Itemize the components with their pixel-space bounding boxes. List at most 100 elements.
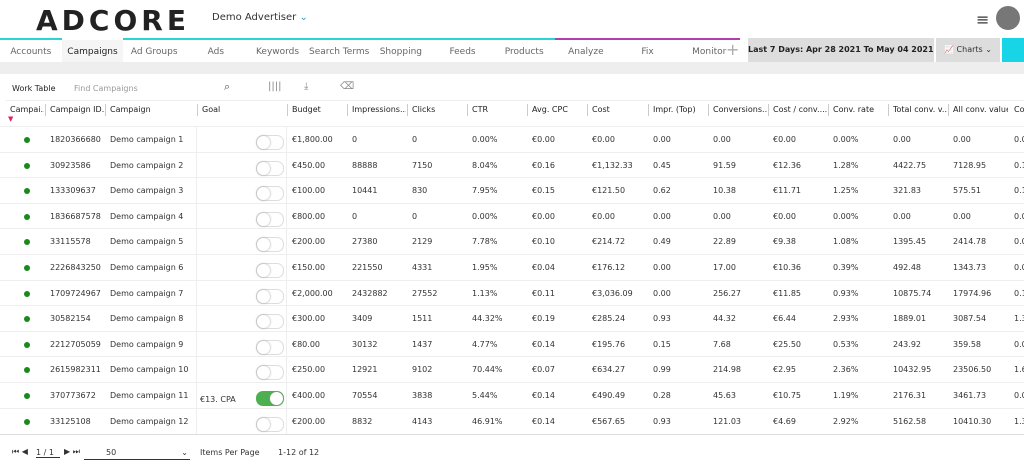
cell: 0 [412, 211, 418, 221]
tab[interactable]: Products [493, 38, 556, 62]
cell: 0.00 [953, 211, 971, 221]
cell: €0.00 [592, 211, 615, 221]
cell: 0.62 [653, 186, 671, 196]
download-icon[interactable]: ⤓ [304, 81, 309, 92]
columns-icon[interactable]: |||| [268, 81, 282, 92]
status-toggle[interactable] [256, 416, 284, 432]
search-input[interactable]: Find Campaigns [74, 84, 138, 93]
cell: €25.50 [773, 339, 801, 349]
column-header[interactable]: All conv. value [953, 105, 1008, 114]
cell: 0 [352, 211, 358, 221]
tab[interactable]: Feeds [431, 38, 494, 62]
cell: 30132 [352, 339, 378, 349]
campaign-id: 1709724967 [50, 288, 101, 298]
column-divider [45, 104, 46, 116]
column-header[interactable]: Campaign [110, 105, 151, 114]
column-divider [587, 104, 588, 116]
column-header[interactable]: CTR [472, 105, 489, 114]
status-toggle[interactable] [256, 186, 284, 202]
goal-divider [196, 280, 197, 307]
tab[interactable]: Fix [616, 38, 679, 62]
save-button[interactable] [1002, 38, 1024, 62]
advertiser-select[interactable]: Demo Advertiser ⌄ [212, 12, 308, 23]
clear-icon[interactable]: ⌫ [340, 81, 355, 92]
tab[interactable]: Ads [185, 38, 247, 62]
tab[interactable]: Monitor [678, 38, 741, 62]
column-divider [648, 104, 649, 116]
column-header[interactable]: Cost / conv.... [773, 105, 827, 114]
cell: €400.00 [292, 391, 326, 400]
cell: €567.65 [592, 416, 626, 426]
avatar[interactable] [996, 6, 1020, 30]
pager-next[interactable]: ▶ ⏭ [64, 447, 80, 456]
tab[interactable]: Shopping [370, 38, 432, 62]
cell: 2432882 [352, 288, 388, 298]
status-toggle[interactable] [256, 263, 284, 278]
add-tab[interactable]: + [726, 40, 740, 59]
cell: €0.00 [773, 211, 796, 221]
column-header[interactable]: Cost [592, 105, 610, 114]
tab[interactable]: Campaigns [61, 38, 124, 62]
column-header[interactable]: Avg. CPC [532, 105, 568, 114]
status-toggle[interactable] [256, 314, 284, 330]
search-icon[interactable]: ⌕ [224, 80, 231, 93]
filter-icon: ▼ [8, 115, 14, 123]
status-toggle[interactable] [256, 160, 284, 176]
cell: 0.00 [1014, 211, 1024, 221]
column-header[interactable]: Conv. rate [833, 105, 874, 114]
status-toggle[interactable] [256, 237, 284, 253]
column-header[interactable]: Budget [292, 105, 321, 114]
per-page-select[interactable]: 50 ⌄ [84, 446, 190, 460]
column-header[interactable]: Campai... [10, 105, 44, 114]
column-header[interactable]: Impr. (Top) [653, 105, 696, 114]
status-toggle[interactable] [256, 211, 284, 227]
campaign-name: Demo campaign 8 [110, 314, 184, 324]
campaign-name: Demo campaign 12 [110, 416, 189, 426]
status-dot [24, 213, 30, 220]
menu-icon[interactable]: ≡ [976, 10, 990, 29]
status-toggle[interactable] [256, 288, 284, 304]
tab[interactable]: Analyze [555, 38, 617, 62]
cell: €2.95 [773, 365, 796, 375]
goal-divider [196, 229, 197, 255]
status-toggle[interactable] [256, 135, 284, 150]
cell: 0.93% [833, 288, 859, 298]
column-divider [407, 104, 408, 116]
status-toggle[interactable] [256, 391, 284, 406]
cell: 1.95% [472, 263, 498, 272]
cell: 359.58 [953, 339, 981, 349]
column-header[interactable]: Conversions... [713, 105, 767, 114]
column-header[interactable]: Total conv. v... [893, 105, 947, 114]
status-dot [24, 290, 30, 297]
status-dot [24, 341, 30, 348]
tab[interactable]: Ad Groups [123, 38, 186, 62]
cell: 0.00 [713, 211, 731, 221]
cell: €11.85 [773, 288, 801, 298]
cell: 0.00% [833, 211, 859, 221]
column-header[interactable]: Impressions... [352, 105, 406, 114]
cell: €0.00 [532, 135, 555, 144]
pager-prev[interactable]: ⏮ ◀ [12, 447, 28, 456]
tab[interactable]: Keywords [246, 38, 309, 62]
tab[interactable]: Accounts [0, 38, 62, 62]
tab[interactable]: Search Terms [308, 38, 371, 62]
column-header[interactable]: Campaign ID... [50, 105, 104, 114]
cell: 256.27 [713, 288, 741, 298]
charts-button[interactable]: 📈 Charts ⌄ [936, 38, 1000, 62]
cell: €0.07 [532, 365, 555, 375]
cell: 10410.30 [953, 416, 992, 426]
goal-divider [286, 408, 287, 435]
date-range[interactable]: Last 7 Days: Apr 28 2021 To May 04 2021 … [748, 38, 943, 62]
cell: 1.66 [1014, 365, 1024, 375]
row-line [0, 202, 1024, 204]
column-header[interactable]: Goal [202, 105, 221, 114]
cell: 5162.58 [893, 416, 927, 426]
status-toggle[interactable] [256, 339, 284, 355]
cell: €2,000.00 [292, 288, 333, 298]
cell: €214.72 [592, 237, 626, 247]
status-toggle[interactable] [256, 365, 284, 381]
goal-divider [196, 152, 197, 179]
column-header[interactable]: Co [1014, 105, 1024, 114]
status-dot [24, 162, 30, 169]
column-header[interactable]: Clicks [412, 105, 436, 114]
